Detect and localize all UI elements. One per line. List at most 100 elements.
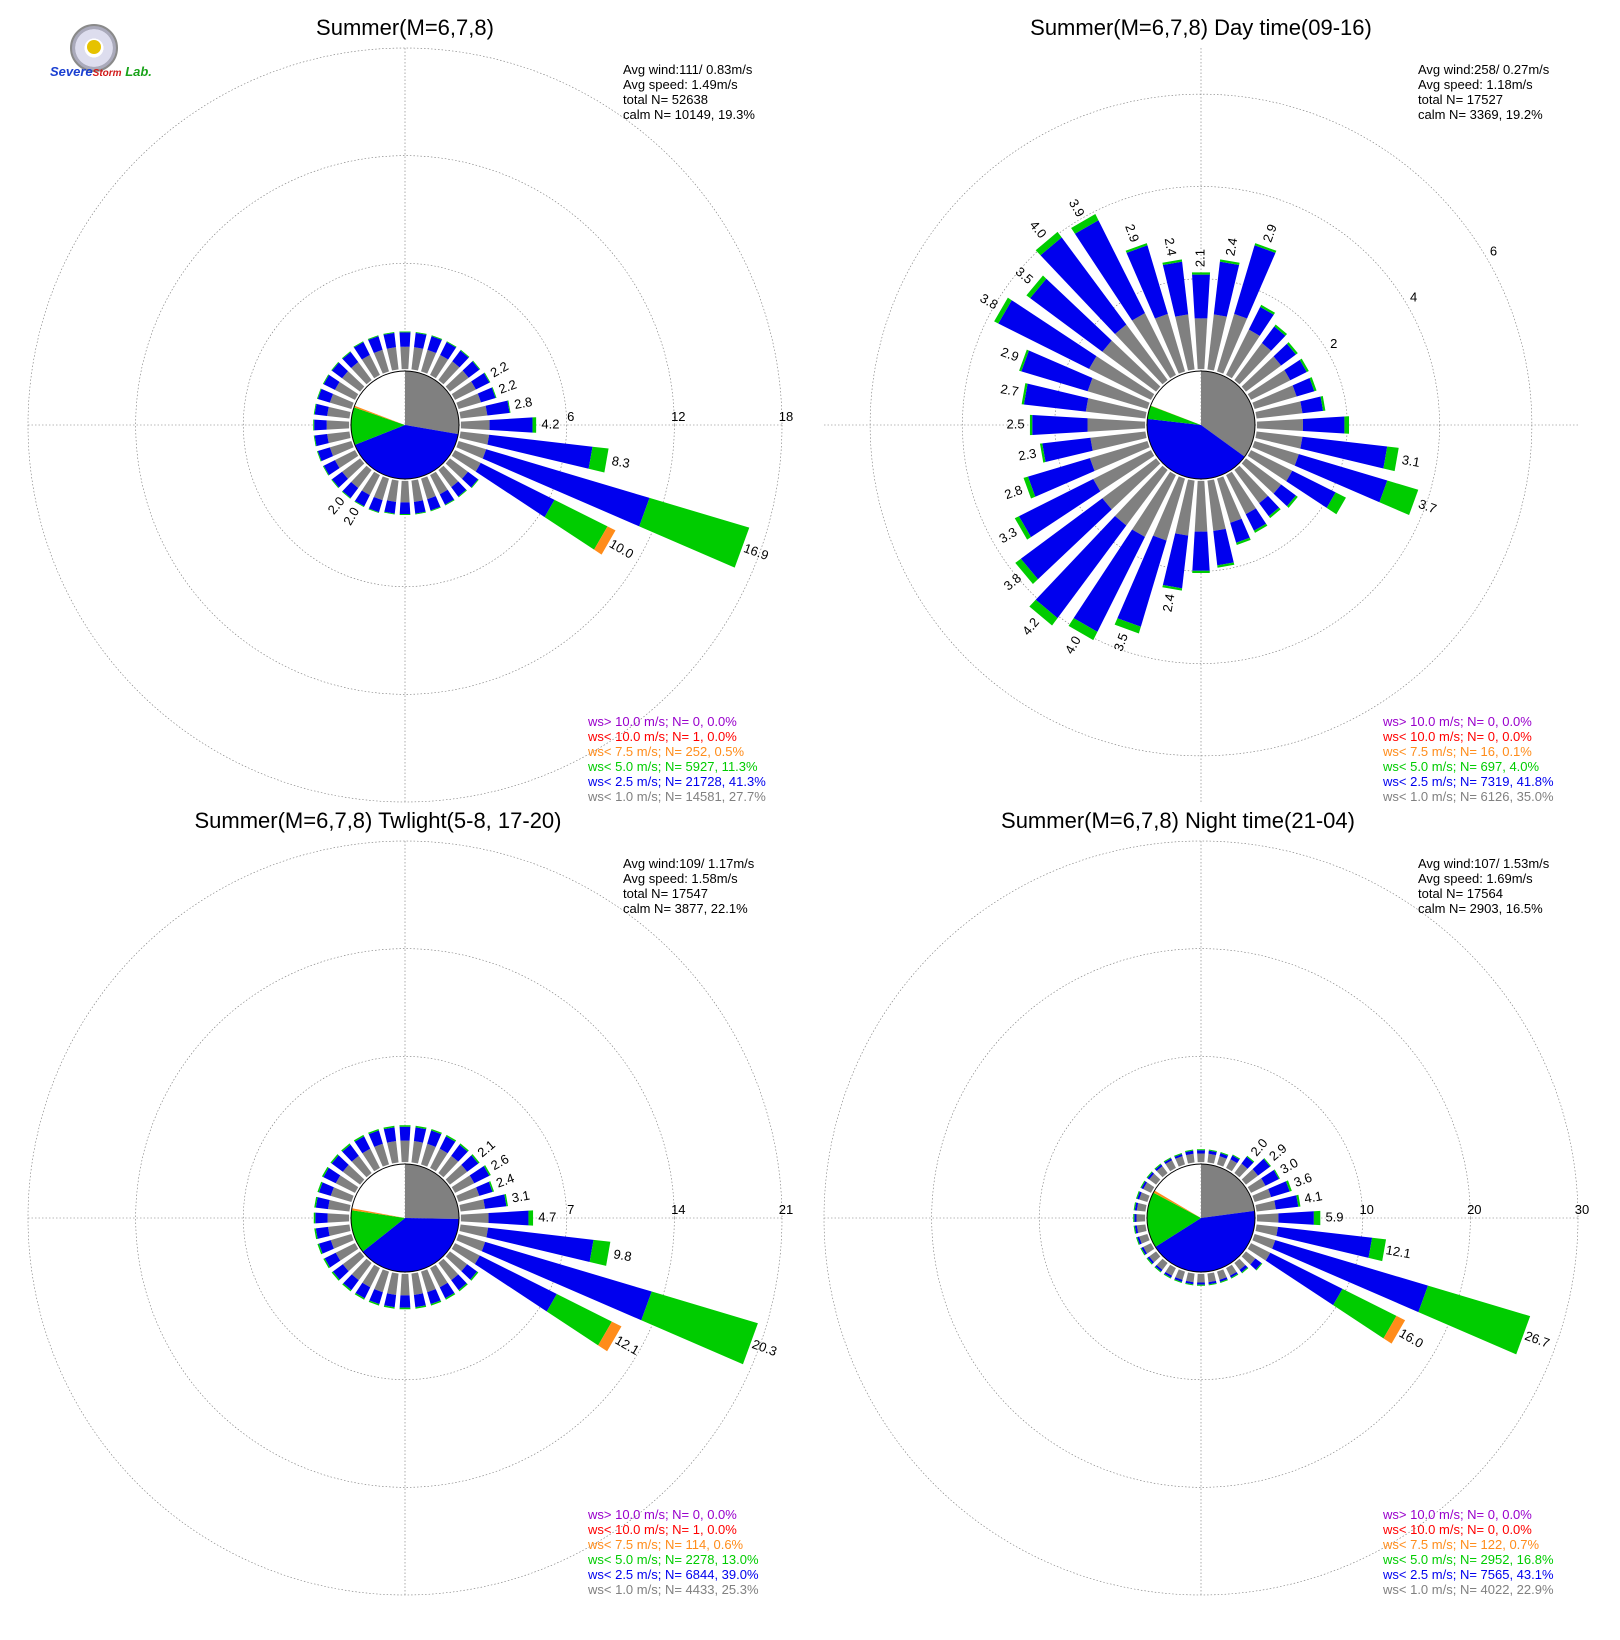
bar-segment-green <box>330 1154 339 1164</box>
bar-segment-green <box>1140 1247 1146 1256</box>
bar-segment-gray <box>1256 418 1303 432</box>
bar-segment-green <box>1196 1149 1206 1151</box>
bar-segment-gray <box>1255 401 1303 419</box>
bar-segment-green <box>1286 342 1298 355</box>
bar-segment-green <box>1286 495 1298 508</box>
bar-segment-gray <box>438 1258 459 1281</box>
ring <box>869 93 1533 757</box>
bar-segment-gray <box>1136 1203 1147 1212</box>
bar-segment-gray <box>1175 314 1195 371</box>
bar-value-label: 9.8 <box>612 1246 632 1264</box>
bar-segment-gray <box>1197 1273 1205 1283</box>
bar-segment-gray <box>1165 1160 1176 1172</box>
bar-segment-green <box>331 1271 340 1281</box>
bar-segment-green <box>445 1293 456 1300</box>
bar-segment-green <box>1320 395 1326 411</box>
legend-entry-green: ws< 5.0 m/s; N= 2952, 16.8% <box>1382 1552 1554 1567</box>
bar-segment-green <box>415 1125 427 1130</box>
bar-segment-gray <box>1153 476 1185 541</box>
bar-segment-blue <box>1126 245 1168 319</box>
bar-segment-blue <box>342 481 359 499</box>
bar-value-label: 2.8 <box>1002 482 1024 502</box>
bar-segment-gray <box>1143 1182 1155 1193</box>
bar-segment-blue <box>353 342 370 360</box>
bar-segment-green <box>1383 446 1399 472</box>
bar-value-label: 2.4 <box>1160 593 1178 613</box>
bar-segment-gray <box>327 1213 350 1223</box>
bar-segment-gray <box>438 1155 459 1178</box>
bar-segment-blue <box>332 1264 349 1280</box>
bar-segment-blue <box>1294 454 1388 503</box>
bar-segment-blue <box>1134 1214 1137 1222</box>
bar-segment-blue <box>1192 274 1210 319</box>
bar-segment-gray <box>456 1234 486 1252</box>
ring <box>243 263 567 587</box>
bar-segment-gray <box>1154 313 1185 374</box>
bar-segment-blue <box>462 361 480 378</box>
bar-segment-gray <box>335 1175 359 1193</box>
bar-segment-green <box>1241 1267 1249 1274</box>
bar-segment-blue <box>1073 529 1145 632</box>
bar-segment-blue <box>1018 479 1101 538</box>
bar-segment-green <box>415 511 426 515</box>
bar-segment-gray <box>1252 1234 1276 1249</box>
bar-segment-blue <box>1137 1191 1142 1200</box>
bar-segment-green <box>1379 480 1419 516</box>
bar-segment-gray <box>373 349 389 374</box>
legend-entry-purple: ws> 10.0 m/s; N= 0, 0.0% <box>1382 714 1532 729</box>
bar-segment-green <box>399 331 411 333</box>
bar-segment-blue <box>471 372 490 390</box>
bar-segment-green <box>353 341 364 348</box>
bar-value-label: 2.4 <box>494 1170 516 1190</box>
bar-segment-blue <box>323 1167 341 1184</box>
bar-segment-green <box>459 1143 469 1152</box>
bar-segment-green <box>383 1305 395 1309</box>
severe-storm-lab-logo: SevereStorm Lab. <box>50 24 152 84</box>
bar-segment-green <box>1154 1163 1162 1170</box>
calm-sector-blue <box>362 1218 459 1273</box>
bar-segment-blue <box>1229 1271 1238 1278</box>
legend-entry-green: ws< 5.0 m/s; N= 5927, 11.3% <box>587 759 758 774</box>
bar-segment-green <box>1114 618 1141 634</box>
bar-segment-blue <box>427 496 441 511</box>
bar-segment-green <box>317 1243 323 1255</box>
bar-segment-green <box>1296 1194 1301 1207</box>
calm-sector-gray <box>1201 371 1256 457</box>
bar-segment-green <box>1133 1202 1137 1211</box>
bar-value-label: 2.3 <box>1017 446 1037 464</box>
bar-segment-blue <box>1273 484 1296 507</box>
bar-segment-blue <box>1035 515 1127 619</box>
bar-segment-green <box>1273 1169 1280 1179</box>
bar-segment-gray <box>1207 479 1226 532</box>
bar-segment-green <box>322 374 330 385</box>
bar-segment-green <box>1208 1282 1217 1286</box>
bar-value-label: 2.4 <box>1222 237 1240 257</box>
bar-value-label: 3.9 <box>1066 196 1088 219</box>
bar-segment-gray <box>1234 343 1272 385</box>
wind-rose-panel-2: Summer(M=6,7,8) Day time(09-16) 2 4 6 2.1 2.4… <box>824 15 1578 804</box>
bar-segment-green <box>313 1212 316 1224</box>
bar-segment-gray <box>1207 1153 1216 1164</box>
bar-segment-blue <box>355 1282 371 1299</box>
chart-title: Summer(M=6,7,8) Day time(09-16) <box>1030 15 1372 40</box>
wind-rose-panel-4: Summer(M=6,7,8) Night time(21-04) 10 20 30 2… <box>823 808 1589 1597</box>
bar-segment-green <box>1368 1237 1387 1262</box>
bar-segment-gray <box>330 1187 354 1202</box>
bar-segment-gray <box>1255 1200 1276 1212</box>
calm-circle <box>1146 1163 1256 1273</box>
bar-segment-green <box>1263 1158 1272 1167</box>
bar-segment-blue <box>1259 495 1280 517</box>
bar-segment-green <box>313 435 317 447</box>
bar-segment-gray <box>459 405 488 419</box>
bar-segment-gray <box>451 381 476 400</box>
bar-segment-gray <box>1247 1178 1266 1193</box>
legend-entry-green: ws< 5.0 m/s; N= 2278, 13.0% <box>587 1552 759 1567</box>
bar-segment-gray <box>1255 1224 1279 1236</box>
legend-entry-red: ws< 10.0 m/s; N= 0, 0.0% <box>1382 729 1532 744</box>
bar-value-label: 20.3 <box>750 1336 779 1359</box>
bar-segment-green <box>1255 1262 1263 1271</box>
bar-segment-green <box>313 419 315 431</box>
legend-entry-purple: ws> 10.0 m/s; N= 0, 0.0% <box>587 714 737 729</box>
bar-segment-gray <box>451 1243 480 1265</box>
bar-segment-blue <box>323 374 340 390</box>
